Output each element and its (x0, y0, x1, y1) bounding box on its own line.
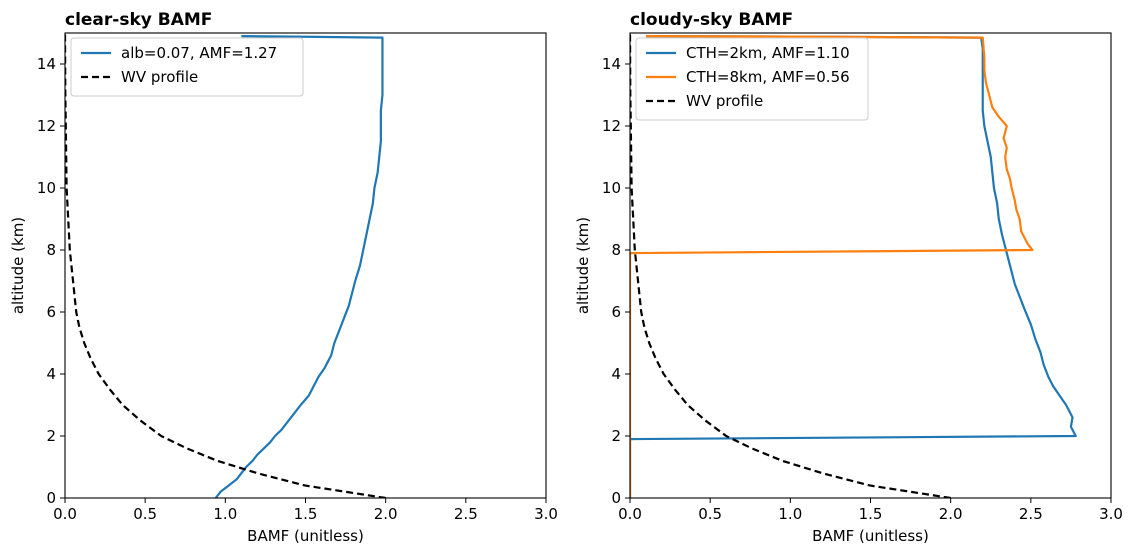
legend-label-1: CTH=2km, AMF=1.10 (686, 44, 850, 62)
y-tick-label: 12 (37, 117, 56, 135)
chart-panel-1: clear-sky BAMF 0.0 0.5 1.0 1.5 2.0 2.5 3.0 0 2 4 6 8… (9, 10, 558, 545)
y-tick-label: 0 (46, 489, 56, 507)
y-tick-label: 14 (37, 55, 56, 73)
y-tick-label: 8 (46, 241, 56, 259)
x-tick-label: 0.0 (618, 505, 642, 523)
y-tick-label: 6 (611, 303, 621, 321)
y-tick-label: 6 (46, 303, 56, 321)
y-tick-label: 2 (611, 427, 621, 445)
plot-area (630, 33, 1077, 498)
chart-title: clear-sky BAMF (65, 10, 212, 30)
y-axis-label: altitude (km) (574, 217, 592, 314)
legend-box (635, 37, 869, 121)
series-line-1 (630, 35, 1077, 498)
x-tick-label: 0.5 (698, 505, 722, 523)
x-tick-label: 0.0 (53, 505, 77, 523)
series-line-2 (630, 35, 1034, 498)
series-line-2 (65, 33, 386, 498)
x-tick-label: 1.5 (294, 505, 318, 523)
plot-area (65, 33, 386, 498)
legend-label-2: CTH=8km, AMF=0.56 (686, 68, 850, 86)
x-axis-label: BAMF (unitless) (247, 527, 364, 545)
x-tick-label: 1.5 (859, 505, 883, 523)
y-tick-label: 0 (611, 489, 621, 507)
y-axis-label: altitude (km) (9, 217, 27, 314)
y-tick-label: 2 (46, 427, 56, 445)
chart-panel-2: cloudy-sky BAMF 0.0 0.5 1.0 1.5 2.0 2.5 3.0 0 2 4 6… (574, 10, 1123, 545)
y-tick-label: 10 (37, 179, 56, 197)
x-tick-label: 3.0 (1099, 505, 1123, 523)
y-tick-label: 4 (611, 365, 621, 383)
x-tick-label: 2.0 (939, 505, 963, 523)
legend-label-3: WV profile (686, 92, 763, 110)
x-tick-label: 1.0 (213, 505, 237, 523)
x-tick-label: 2.5 (454, 505, 478, 523)
series-line-1 (214, 35, 384, 498)
legend: CTH=2km, AMF=1.10 CTH=8km, AMF=0.56 WV pro… (635, 37, 869, 121)
legend-label-1: alb=0.07, AMF=1.27 (121, 44, 277, 62)
x-tick-label: 3.0 (534, 505, 558, 523)
y-tick-label: 10 (602, 179, 621, 197)
x-axis-label: BAMF (unitless) (812, 527, 929, 545)
legend-box (70, 37, 304, 97)
x-tick-label: 1.0 (778, 505, 802, 523)
legend: alb=0.07, AMF=1.27 WV profile (70, 37, 304, 97)
y-tick-label: 8 (611, 241, 621, 259)
y-tick-label: 14 (602, 55, 621, 73)
chart-title: cloudy-sky BAMF (630, 10, 793, 30)
legend-label-2: WV profile (121, 68, 198, 86)
x-tick-label: 2.0 (374, 505, 398, 523)
y-tick-label: 4 (46, 365, 56, 383)
axes-frame (64, 32, 547, 499)
y-tick-label: 12 (602, 117, 621, 135)
x-tick-label: 2.5 (1019, 505, 1043, 523)
x-tick-label: 0.5 (133, 505, 157, 523)
